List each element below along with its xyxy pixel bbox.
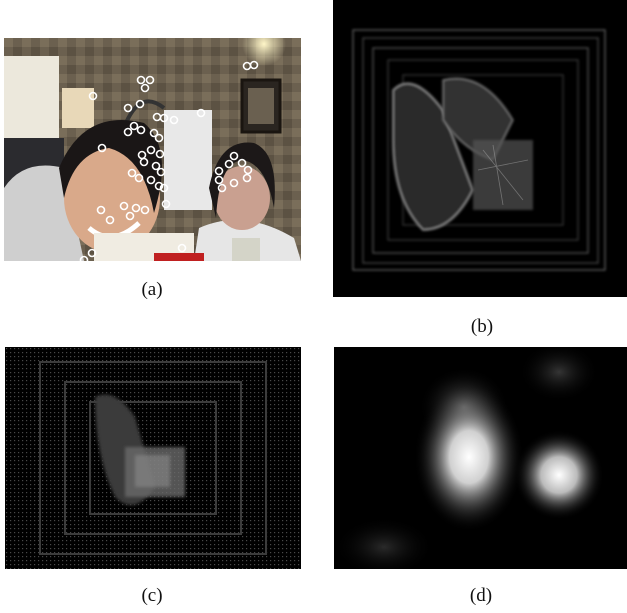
blurred-map-illustration [334,347,627,569]
panel-b-map [333,0,627,297]
panel-a-photo [4,38,301,261]
caption-b: (b) [470,316,494,337]
gradient-map-illustration [333,0,627,297]
dotted-map-illustration [5,347,301,569]
photo-illustration [4,38,301,261]
panel-c-map [5,347,301,569]
panel-d-map [334,347,627,569]
caption-c: (c) [141,585,163,606]
caption-d: (d) [469,585,493,606]
fixation-markers [79,60,259,261]
caption-a: (a) [141,279,163,300]
